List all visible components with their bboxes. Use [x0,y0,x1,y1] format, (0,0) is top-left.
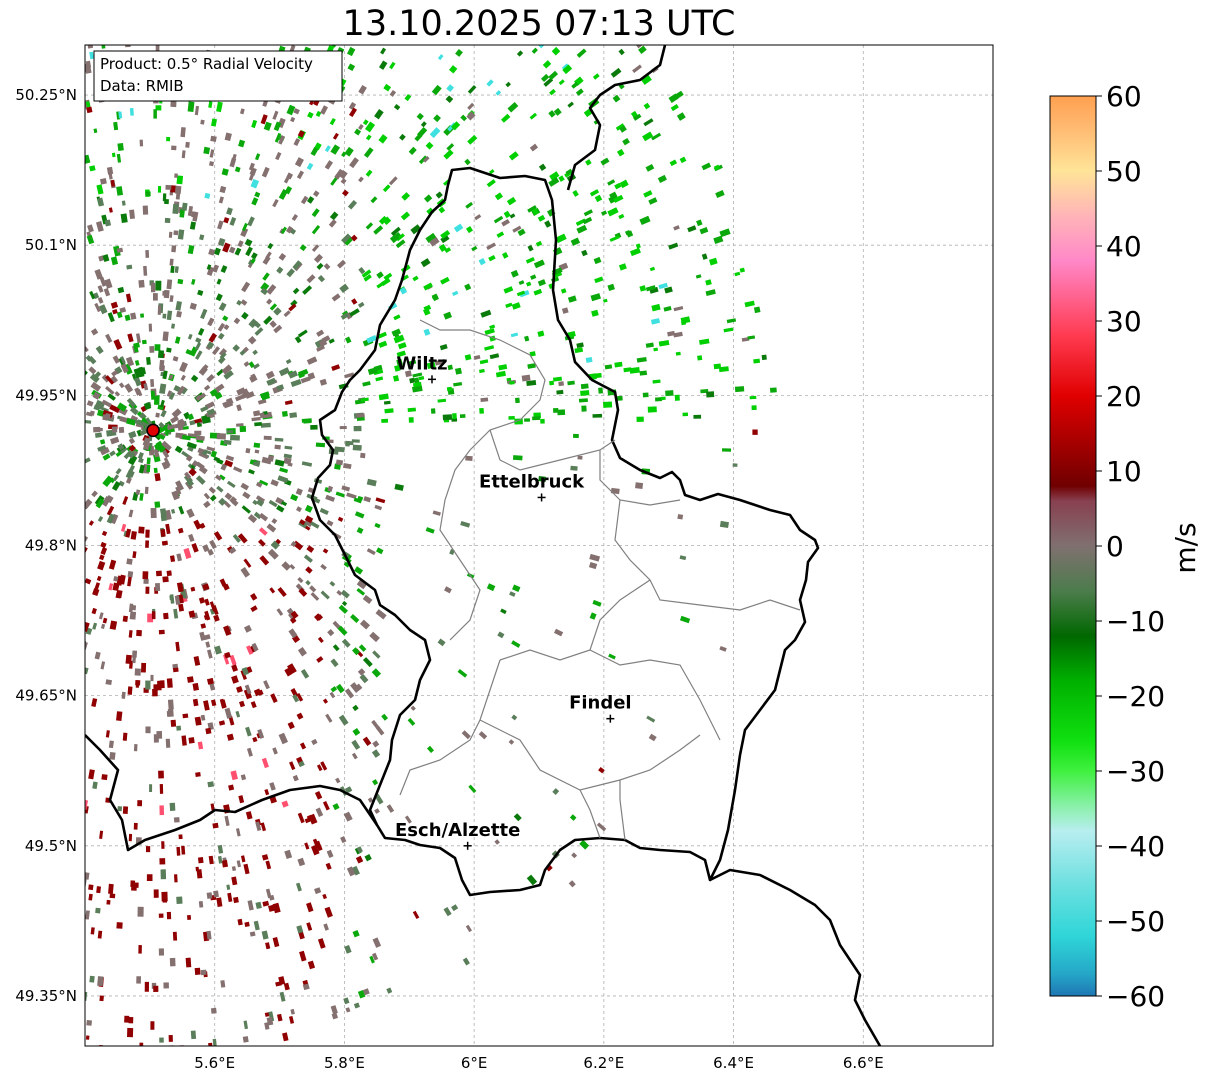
colorbar-tick-label: −40 [1106,830,1165,863]
city-markers: Wiltz Ettelbruck Findel Esch/Alzette [395,353,632,850]
colorbar-tick-label: 60 [1106,80,1142,113]
y-tick-label: 49.65°N [15,687,77,705]
colorbar-tick-label: 0 [1106,530,1124,563]
colorbar-tick-label: 40 [1106,230,1142,263]
radar-site-marker [146,423,160,438]
city-label: Ettelbruck [479,471,585,492]
y-tick-label: 49.5°N [25,837,77,855]
colorbar: 60 50 40 30 20 10 0 −10 −20 −30 −40 −50 −60 m/s [1049,80,1202,1013]
y-tick-label: 50.1°N [25,236,77,254]
luxembourg-border [310,166,820,897]
y-axis-ticks: 50.25°N 50.1°N 49.95°N 49.8°N 49.65°N 49.5°N 4… [15,86,77,1005]
colorbar-tick-label: −10 [1106,605,1165,638]
north-border [566,45,667,191]
info-box: Product: 0.5° Radial Velocity Data: RMIB [93,50,343,102]
colorbar-tick-label: −20 [1106,680,1165,713]
x-tick-label: 5.8°E [324,1054,365,1072]
city-marker: Ettelbruck [479,471,585,502]
info-source: Data: RMIB [100,77,184,95]
colorbar-tick-label: 30 [1106,305,1142,338]
colorbar-tick-label: 20 [1106,380,1142,413]
radar-site-dot [146,423,160,438]
city-marker: Esch/Alzette [395,820,520,850]
y-tick-label: 50.25°N [15,86,77,104]
canton-boundaries [399,319,801,841]
colorbar-ticks: 60 50 40 30 20 10 0 −10 −20 −30 −40 −50 −60 [1096,80,1165,1013]
y-tick-label: 49.8°N [25,537,77,555]
velocity-echoes [85,45,777,1046]
map-title: 13.10.2025 07:13 UTC [342,4,736,44]
lat-lon-grid [85,45,993,1046]
city-label: Esch/Alzette [395,820,520,841]
belgium-france-border [85,734,379,852]
city-marker: Findel [569,693,632,723]
y-tick-label: 49.35°N [15,987,77,1005]
colorbar-tick-label: −60 [1106,980,1165,1013]
colorbar-gradient [1049,95,1097,997]
city-label: Wiltz [396,353,447,374]
german-east-border [709,868,882,1046]
x-tick-label: 6.6°E [843,1054,884,1072]
colorbar-tick-label: −50 [1106,905,1165,938]
colorbar-label: m/s [1169,522,1202,573]
x-tick-label: 5.6°E [194,1054,235,1072]
colorbar-tick-label: 10 [1106,455,1142,488]
country-borders [85,45,882,1046]
x-tick-label: 6.2°E [583,1054,624,1072]
x-axis-ticks: 5.6°E 5.8°E 6°E 6.2°E 6.4°E 6.6°E [194,1054,883,1072]
y-tick-label: 49.95°N [15,386,77,404]
colorbar-tick-label: −30 [1106,755,1165,788]
map-frame [84,44,994,1047]
x-tick-label: 6°E [461,1054,488,1072]
city-marker: Wiltz [396,353,448,384]
info-product: Product: 0.5° Radial Velocity [100,55,313,73]
x-tick-label: 6.4°E [713,1054,754,1072]
city-label: Findel [569,693,632,714]
colorbar-tick-label: 50 [1106,155,1142,188]
